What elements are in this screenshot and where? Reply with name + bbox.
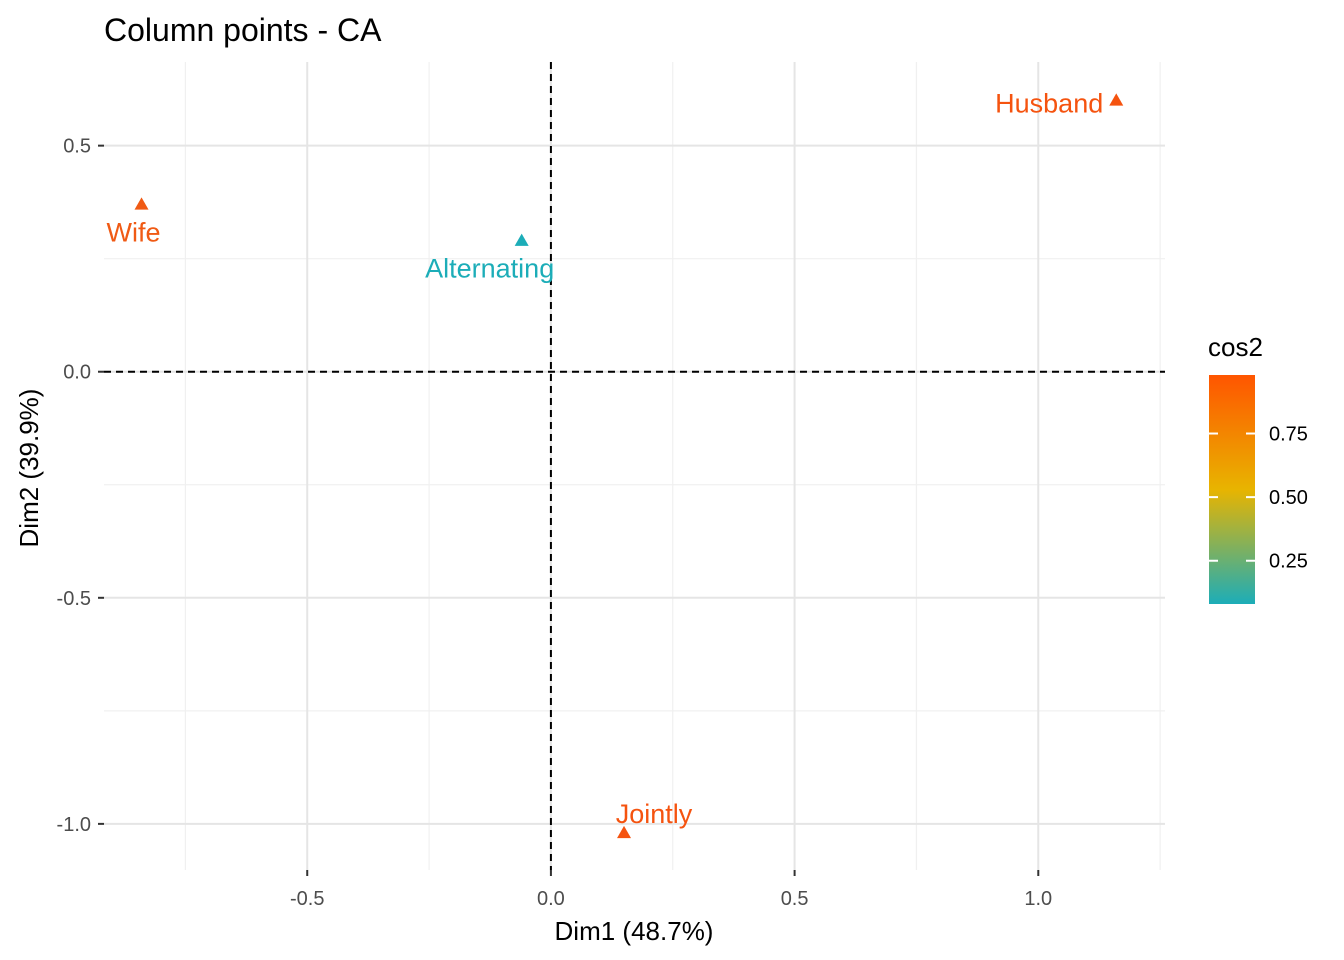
x-tick-label: -0.5 (290, 888, 324, 910)
point-label-jointly: Jointly (616, 799, 693, 829)
legend-tick-label: 0.75 (1269, 424, 1308, 446)
chart-title: Column points - CA (104, 12, 382, 48)
legend-tick-label: 0.50 (1269, 487, 1308, 509)
legend-tick-label: 0.25 (1269, 551, 1308, 573)
reference-lines (104, 62, 1165, 870)
y-tick-label: 0.5 (63, 136, 91, 158)
minor-grid (104, 62, 1165, 870)
point-label-wife: Wife (107, 217, 161, 247)
y-axis-ticks: -1.0 -0.5 0.0 0.5 (57, 136, 104, 836)
point-marker-wife (134, 197, 149, 210)
x-tick-label: 0.5 (781, 888, 809, 910)
legend-colorbar (1209, 375, 1255, 604)
point-marker-alternating (514, 233, 529, 246)
x-tick-label: 1.0 (1024, 888, 1052, 910)
legend-ticks: 0.25 0.50 0.75 (1209, 424, 1308, 573)
point-label-alternating: Alternating (425, 254, 554, 284)
point-marker-husband (1109, 93, 1124, 106)
y-tick-label: 0.0 (63, 362, 91, 384)
x-axis-ticks: -0.5 0.0 0.5 1.0 (290, 870, 1052, 910)
data-points: Wife Alternating Husband Jointly (107, 88, 1124, 839)
major-grid (104, 62, 1165, 870)
cos2-legend: cos2 0.25 0.50 0.75 (1208, 332, 1308, 604)
y-axis-title: Dim2 (39.9%) (14, 389, 44, 548)
y-tick-label: -1.0 (57, 814, 91, 836)
x-tick-label: 0.0 (537, 888, 565, 910)
legend-title: cos2 (1208, 332, 1263, 362)
y-tick-label: -0.5 (57, 588, 91, 610)
point-label-husband: Husband (995, 88, 1103, 118)
x-axis-title: Dim1 (48.7%) (555, 916, 714, 946)
point-marker-jointly (617, 825, 632, 839)
